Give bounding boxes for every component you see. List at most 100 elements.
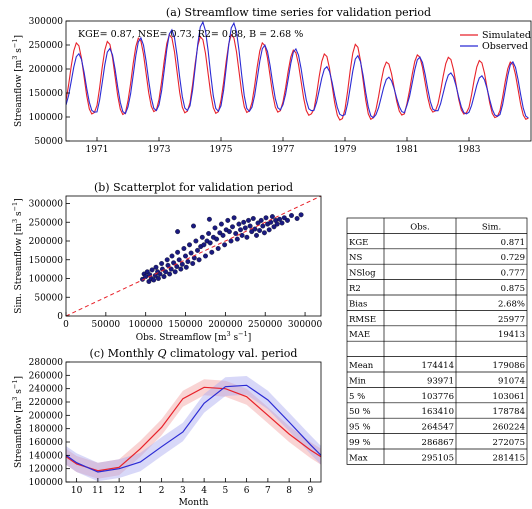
timeseries-legend-label-simulated: Simulated [482,30,531,41]
climatology-lines [66,376,321,482]
climatology-xtick-label: 5 [223,486,229,496]
scatter-point [215,246,221,251]
scatter-point [196,257,202,263]
scatter-point [152,273,158,278]
climatology-ytick-label: 160000 [29,438,64,448]
scatter-point [230,224,235,230]
scatter-point [298,212,304,218]
scatter-point [233,231,239,236]
scatter-point [228,238,234,244]
scatter-point [183,264,189,270]
timeseries-ytick-label: 100000 [29,113,64,123]
scatter-xtick-label: 250000 [248,320,283,330]
timeseries-xtick-label: 1977 [272,145,295,155]
scatter-point [266,227,272,233]
scatter-point [155,276,161,281]
scatter-point [258,217,264,223]
scatter-point [175,249,181,255]
scatter-xlabel: Obs. Streamflow [m3 s−1] [136,330,252,343]
scatter-point [188,250,194,256]
climatology-ytick-label: 260000 [29,371,64,381]
timeseries-title: (a) Streamflow time series for validatio… [166,6,431,19]
scatter-point [181,246,187,251]
scatter-ylabel: Sim. Streamflow [m3 s−1] [11,198,24,313]
stats-table-sim-value: 0.777 [501,269,525,279]
scatter-point [201,242,207,248]
scatter-point [289,213,294,218]
stats-table-header-sim: Sim. [482,222,501,232]
scatter-point [277,216,283,222]
timeseries-xtick-label: 1975 [210,145,233,155]
scatter-point [206,216,212,222]
scatter-ytick-label: 200000 [29,237,64,247]
climatology-xtick-label: 4 [201,486,207,496]
scatter-ytick-label: 250000 [29,218,64,228]
stats-table-row-label: R2 [349,284,361,294]
scatter-point [254,232,259,238]
scatter-point [169,253,175,259]
scatter-point [269,214,275,220]
scatter-point [212,225,218,231]
scatter-ytick-label: 150000 [29,256,64,266]
scatter-xtick-label: 100000 [129,320,164,330]
scatter-point [191,223,196,229]
timeseries-ytick-label: 250000 [29,41,64,51]
timeseries-annotation: KGE= 0.87, NSE= 0.73, R2= 0.88, B = 2.68… [78,29,303,40]
scatter-point [151,277,157,283]
scatter-point [207,240,213,246]
scatter-point [252,226,258,232]
scatter-point [234,236,240,242]
stats-table-obs-value: 174414 [422,361,454,371]
scatter-point [231,215,237,221]
timeseries-line-observed [66,21,529,119]
stats-table-row-label: 50 % [349,407,371,417]
stats-table-sim-value: 178784 [493,407,525,417]
climatology-xtick-label: 8 [286,486,292,496]
climatology-line-observed [66,384,321,473]
stats-table-obs-value: 264547 [422,423,454,433]
scatter-point [279,220,285,226]
scatter-point [193,238,199,244]
timeseries-xtick-label: 1979 [334,145,357,155]
scatter-point [257,228,263,233]
stats-table-obs-value: 103776 [422,392,454,402]
stats-table-sim-value: 272075 [493,438,525,448]
scatter-xtick-label: 150000 [168,320,203,330]
climatology-xtick-label: 11 [92,486,103,496]
scatter-point [178,266,184,272]
climatology-xtick-label: 9 [308,486,314,496]
scatter-point [176,257,182,263]
timeseries-ytick-label: 50000 [34,137,63,147]
scatter-point [244,234,250,240]
stats-table-sim-value: 2.68% [498,299,525,309]
scatter-point [214,236,220,242]
timeseries-frame [65,20,532,142]
scatter-point [161,274,167,280]
stats-table-row-label: MAE [349,330,370,340]
scatter-point [294,216,300,221]
stats-table-sim-value: 103061 [493,392,525,402]
stats-table-sim-value: 179086 [493,361,525,371]
scatter-point [271,224,277,230]
scatter-point [209,249,215,255]
scatter-xtick-label: 0 [63,320,69,330]
scatter-point [172,269,178,275]
climatology-ytick-label: 200000 [29,411,64,421]
stats-table-row-label: Min [349,376,366,386]
climatology-xtick-label: 6 [244,486,250,496]
stats-table-obs-value: 295105 [422,453,454,463]
scatter-point [247,223,253,229]
timeseries-line-simulated [66,33,529,121]
stats-table-sim-value: 19413 [498,330,525,340]
scatter-point [195,247,200,253]
scatter-point [238,227,243,233]
scatter-ytick-label: 100000 [29,275,64,285]
scatter-point [203,253,208,259]
scatter-point [239,232,245,238]
scatter-point [220,232,226,238]
climatology-xtick-label: 12 [113,486,124,496]
scatter-point [250,216,256,221]
climatology-xtick-label: 10 [71,486,83,496]
climatology-ytick-label: 220000 [29,398,64,408]
